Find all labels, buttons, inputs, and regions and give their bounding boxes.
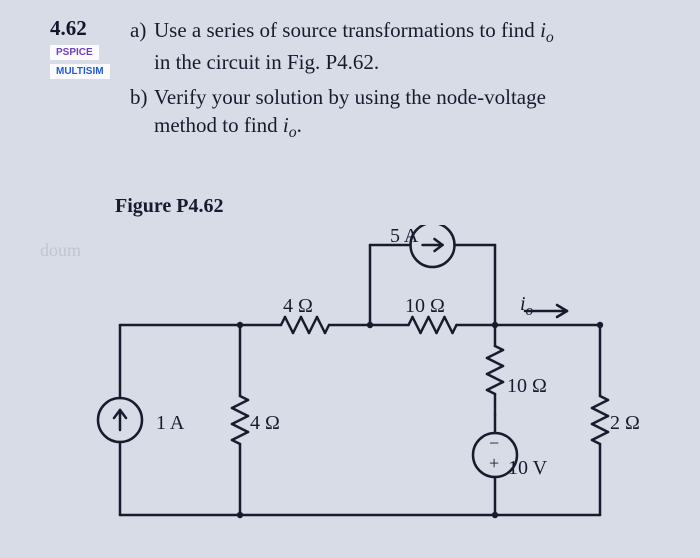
part-b-label: b)	[130, 83, 154, 111]
label-2ohm: 2 Ω	[610, 412, 640, 435]
svg-text:+: +	[489, 453, 499, 473]
part-a: a)Use a series of source transformations…	[130, 16, 670, 77]
label-10v: 10 V	[508, 457, 547, 480]
part-a-text-2: in the circuit in Fig. P4.62.	[154, 50, 379, 74]
part-a-label: a)	[130, 16, 154, 44]
part-a-text-1: Use a series of source transformations t…	[154, 18, 540, 42]
label-4ohm-top: 4 Ω	[283, 295, 313, 318]
part-a-varsub: o	[546, 29, 554, 46]
label-10ohm-top: 10 Ω	[405, 295, 445, 318]
label-4ohm-shunt: 4 Ω	[250, 412, 280, 435]
circuit-diagram: −+ 5 A 4 Ω 10 Ω io 1 A 4 Ω 10 Ω 2 Ω 10 V	[90, 225, 630, 535]
label-1a: 1 A	[156, 412, 184, 435]
label-5a: 5 A	[390, 225, 418, 248]
part-b-text-2a: method to find	[154, 113, 283, 137]
part-b-text-1: Verify your solution by using the node-v…	[154, 85, 546, 109]
part-b: b)Verify your solution by using the node…	[130, 83, 670, 144]
label-10ohm-right: 10 Ω	[507, 375, 547, 398]
artifact-text: doum	[40, 240, 81, 261]
part-b-text-2b: .	[297, 113, 302, 137]
tag-pspice: PSPICE	[50, 45, 99, 60]
problem-number: 4.62	[50, 16, 130, 41]
figure-caption: Figure P4.62	[115, 195, 224, 218]
tag-multisim: MULTISIM	[50, 64, 110, 79]
part-b-varsub: o	[289, 124, 297, 141]
svg-text:−: −	[489, 433, 499, 453]
label-io: io	[520, 293, 533, 320]
